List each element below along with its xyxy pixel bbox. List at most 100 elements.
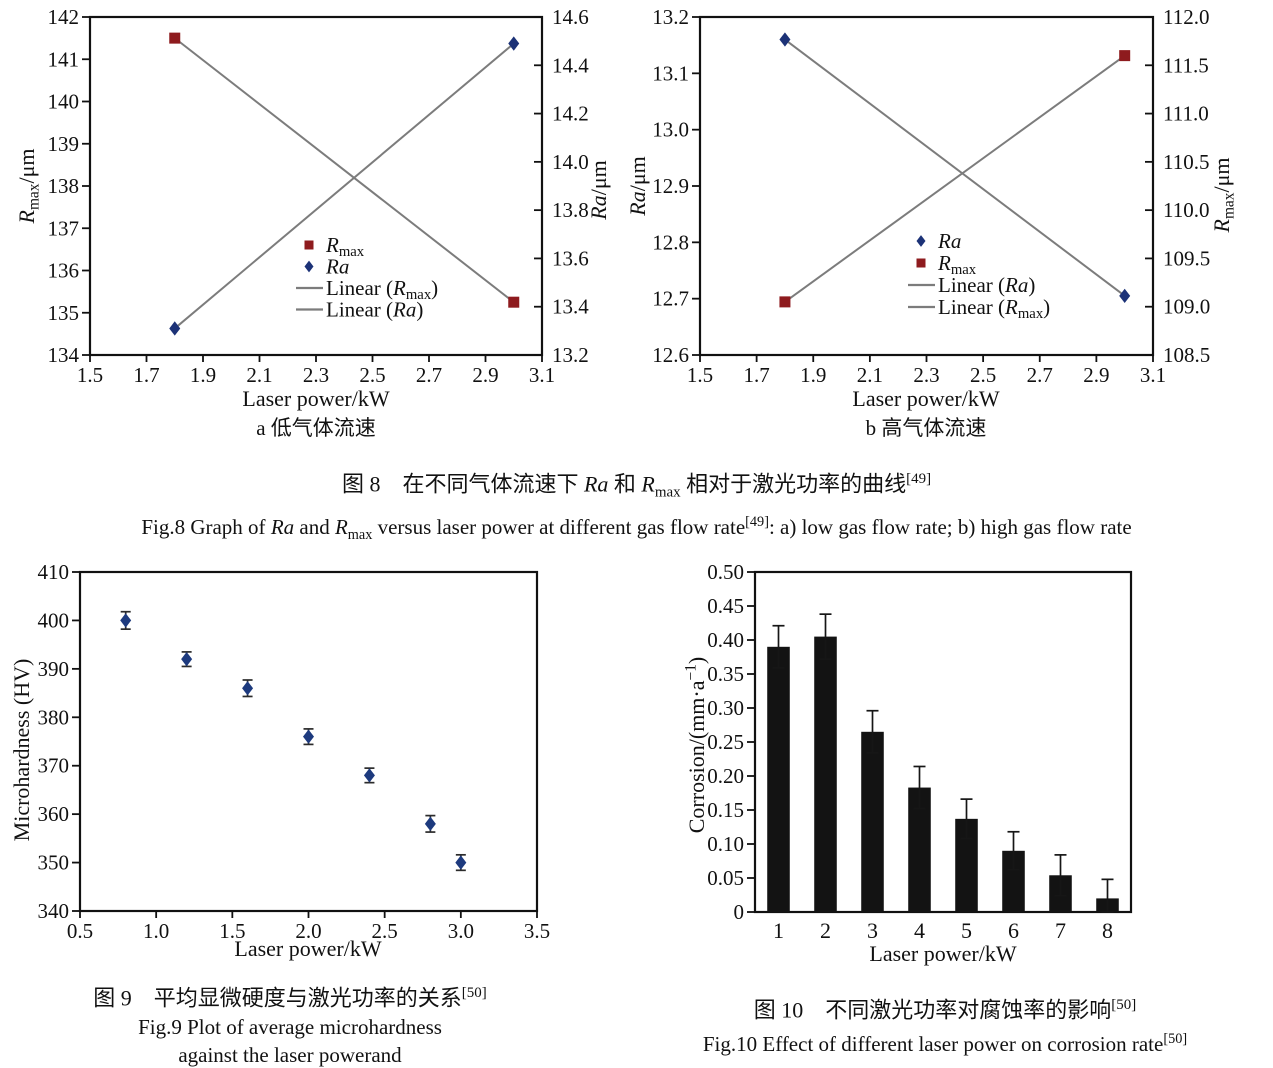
error-bar xyxy=(1007,830,1020,871)
y-tick-label: 0.30 xyxy=(707,696,744,720)
right-axis-title: Ra/μm xyxy=(586,160,611,220)
fig8b-panel: 1.5 1.7 1.9 2.1 2.3 2.5 2.7 2.9 3.1 12.6 12.7 12.8 1… xyxy=(625,5,1237,440)
y-axis-title: Microhardness (HV) xyxy=(9,659,34,842)
data-point-marker xyxy=(508,296,520,308)
left-tick-label: 13.0 xyxy=(652,118,689,142)
x-tick-label: 3.0 xyxy=(448,919,474,943)
right-tick-label: 108.5 xyxy=(1163,343,1210,367)
y-tick-label: 370 xyxy=(38,754,70,778)
right-tick-label: 14.2 xyxy=(552,102,589,126)
left-tick-label: 12.8 xyxy=(652,230,689,254)
right-tick-label: 110.5 xyxy=(1163,150,1209,174)
left-tick-label: 142 xyxy=(48,5,80,29)
x-tick-label: 2.1 xyxy=(857,363,883,387)
bar xyxy=(908,787,931,912)
x-tick-label: 2.5 xyxy=(372,919,398,943)
fig8-caption-en: Fig.8 Graph of Ra and Rmax versus laser … xyxy=(141,513,1132,543)
x-tick-label: 1 xyxy=(773,918,784,943)
panel-label: a 低气体流速 xyxy=(256,416,376,440)
data-point-marker xyxy=(779,32,791,47)
y-tick-label: 350 xyxy=(38,851,70,875)
fit-line xyxy=(174,42,515,330)
x-axis-title: Laser power/kW xyxy=(242,386,389,411)
fig8-caption-cn: 图 8 在不同气体流速下 Ra 和 Rmax 相对于激光功率的曲线[49] xyxy=(341,471,932,501)
right-tick-label: 112.0 xyxy=(1163,5,1209,29)
left-tick-label: 13.1 xyxy=(652,61,689,85)
legend-label: Linear (Ra) xyxy=(326,298,423,322)
x-tick-label: 1.9 xyxy=(190,363,216,387)
fig9-caption: 图 9 平均显微硬度与激光功率的关系[50] Fig.9 Plot of ave… xyxy=(30,978,550,1068)
fit-line xyxy=(174,37,515,303)
bar xyxy=(955,818,978,912)
x-tick-label: 1.0 xyxy=(143,919,169,943)
fig10-caption: 图 10 不同激光功率对腐蚀率的影响[50] Fig.10 Effect of … xyxy=(660,990,1230,1058)
error-bar xyxy=(866,709,879,754)
legend-label: Ra xyxy=(937,229,961,253)
y-tick-label: 0.15 xyxy=(707,798,744,822)
x-tick-label: 1.7 xyxy=(133,363,159,387)
legend-marker xyxy=(916,258,926,268)
data-point-marker xyxy=(455,855,467,870)
right-tick-label: 13.4 xyxy=(552,295,589,319)
legend-marker xyxy=(916,235,926,247)
legend-marker xyxy=(304,240,314,250)
y-tick-label: 410 xyxy=(38,560,70,584)
error-bar xyxy=(913,765,926,810)
data-point-marker xyxy=(779,296,791,308)
right-tick-label: 14.6 xyxy=(552,5,589,29)
data-point-marker xyxy=(169,321,181,336)
y-tick-label: 0.45 xyxy=(707,594,744,618)
left-tick-label: 135 xyxy=(48,301,80,325)
x-axis-title: Laser power/kW xyxy=(852,386,999,411)
right-tick-label: 14.4 xyxy=(552,53,589,77)
right-tick-label: 110.0 xyxy=(1163,198,1209,222)
y-tick-label: 0.10 xyxy=(707,832,744,856)
x-axis-title: Laser power/kW xyxy=(234,936,381,961)
error-bar xyxy=(819,613,832,660)
right-tick-label: 13.2 xyxy=(552,343,589,367)
right-tick-label: 13.6 xyxy=(552,246,589,270)
y-tick-label: 340 xyxy=(38,899,70,923)
y-tick-label: 390 xyxy=(38,657,70,681)
x-tick-label: 2.7 xyxy=(1027,363,1053,387)
fit-line xyxy=(784,54,1126,303)
fig9-caption-en-line1: Fig.9 Plot of average microhardness xyxy=(138,1015,442,1040)
fig10-caption-en: Fig.10 Effect of different laser power o… xyxy=(702,1031,1188,1057)
bar xyxy=(861,731,884,912)
fig8-caption: 图 8 在不同气体流速下 Ra 和 Rmax 相对于激光功率的曲线[49] Fi… xyxy=(0,464,1273,549)
data-point-marker xyxy=(508,36,520,51)
bar xyxy=(1002,850,1025,912)
legend-label: Linear (Ra) xyxy=(938,273,1035,297)
x-tick-label: 2.7 xyxy=(416,363,442,387)
error-bar xyxy=(1101,878,1114,913)
fig9-panel: 0.5 1.0 1.5 2.0 2.5 3.0 3.5 340 350 360 370 380 390 4… xyxy=(9,560,550,961)
fit-line xyxy=(784,38,1126,297)
x-tick-label: 5 xyxy=(961,918,972,943)
data-point-marker xyxy=(181,652,193,667)
bar xyxy=(767,646,790,912)
bar xyxy=(814,636,837,912)
x-tick-label: 6 xyxy=(1008,918,1019,943)
y-axis-title: Corrosion/(mm·a−1) xyxy=(683,657,709,833)
y-tick-label: 360 xyxy=(38,802,70,826)
data-point-marker xyxy=(363,768,375,783)
y-tick-label: 0.05 xyxy=(707,866,744,890)
x-tick-label: 4 xyxy=(914,918,925,943)
y-tick-label: 380 xyxy=(38,705,70,729)
x-tick-label: 2.0 xyxy=(295,919,321,943)
left-tick-label: 139 xyxy=(48,132,80,156)
right-tick-label: 13.8 xyxy=(552,198,589,222)
x-tick-label: 1.5 xyxy=(219,919,245,943)
x-tick-label: 2.5 xyxy=(359,363,385,387)
x-tick-label: 8 xyxy=(1102,918,1113,943)
plot-frame xyxy=(698,15,1155,357)
fig9-caption-cn: 图 9 平均显微硬度与激光功率的关系[50] xyxy=(93,985,487,1011)
x-tick-label: 2.1 xyxy=(246,363,272,387)
legend-label: Linear (Rmax) xyxy=(326,276,438,303)
x-tick-label: 2 xyxy=(820,918,831,943)
left-tick-label: 140 xyxy=(48,90,80,114)
left-tick-label: 13.2 xyxy=(652,5,689,29)
left-tick-label: 137 xyxy=(48,216,80,240)
left-tick-label: 12.6 xyxy=(652,343,689,367)
